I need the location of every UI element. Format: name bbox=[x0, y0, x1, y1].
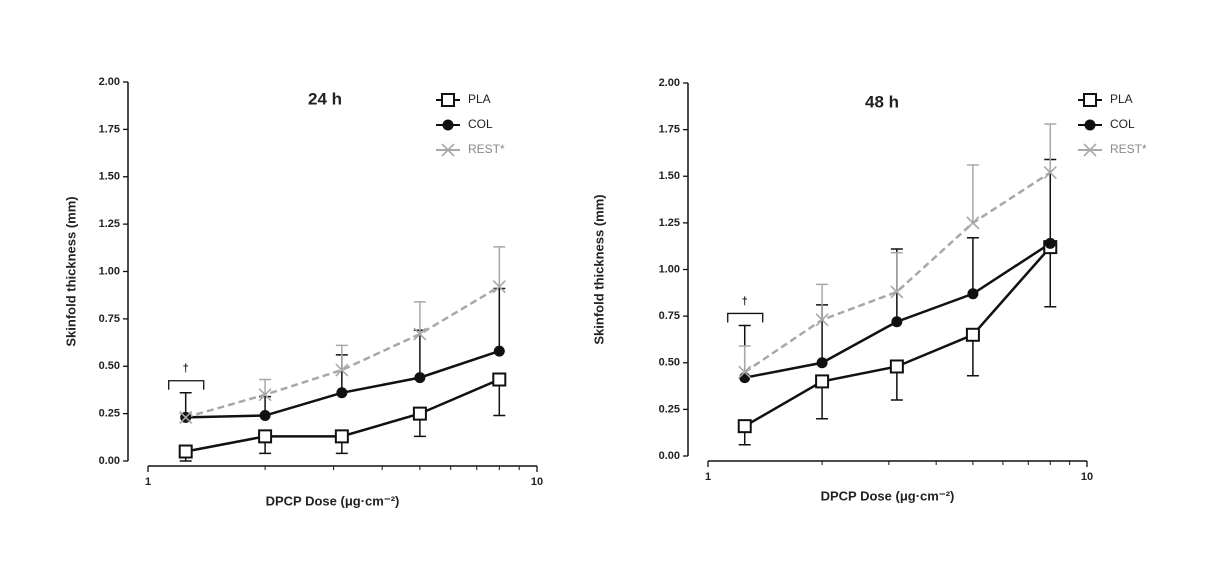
legend-marker bbox=[442, 119, 454, 131]
y-tick-label: 2.00 bbox=[659, 77, 680, 89]
marker bbox=[966, 216, 980, 230]
marker bbox=[258, 429, 273, 444]
marker bbox=[259, 410, 271, 422]
annotation-bracket bbox=[727, 312, 764, 323]
marker bbox=[412, 406, 427, 421]
y-tick-label: 0.75 bbox=[99, 313, 120, 325]
chart-title: 24 h bbox=[308, 89, 342, 108]
annotation-bracket bbox=[168, 380, 205, 390]
legend-label: PLA bbox=[1110, 92, 1133, 106]
x-tick-label: 10 bbox=[1081, 471, 1093, 483]
error-bar bbox=[493, 287, 506, 352]
y-tick-label: 0.25 bbox=[659, 403, 680, 415]
chart-title: 48 h bbox=[865, 92, 899, 111]
y-tick-label: 0.00 bbox=[99, 455, 120, 467]
error-bar bbox=[259, 378, 272, 395]
marker bbox=[336, 387, 348, 399]
marker bbox=[1043, 165, 1057, 180]
marker bbox=[178, 444, 193, 459]
marker bbox=[816, 357, 828, 369]
marker bbox=[492, 372, 507, 387]
marker bbox=[738, 365, 752, 379]
y-tick-label: 1.50 bbox=[659, 170, 680, 182]
marker bbox=[414, 372, 426, 384]
error-bar bbox=[1044, 247, 1057, 308]
legend-label: REST* bbox=[468, 142, 505, 156]
legend-marker bbox=[441, 93, 455, 107]
y-tick-label: 2.00 bbox=[99, 76, 120, 88]
marker bbox=[179, 410, 193, 424]
y-tick-label: 0.50 bbox=[659, 357, 680, 369]
chart: 0.00 0.25 0.50 0.75 1.00 1.25 1.50 1.75 2.00 1 10 2… bbox=[63, 76, 543, 509]
marker bbox=[334, 429, 349, 444]
marker bbox=[965, 327, 980, 342]
marker bbox=[335, 363, 349, 377]
legend-label: COL bbox=[1110, 117, 1135, 131]
x-tick-label: 1 bbox=[705, 471, 711, 483]
y-axis-label: Skinfold thickness (mm) bbox=[591, 194, 606, 344]
error-bar bbox=[413, 301, 426, 335]
error-bar bbox=[335, 344, 348, 371]
x-tick-label: 1 bbox=[145, 476, 151, 488]
y-tick-label: 1.00 bbox=[99, 265, 120, 277]
marker bbox=[1044, 237, 1056, 249]
y-tick-label: 1.00 bbox=[659, 263, 680, 275]
x-tick-label: 10 bbox=[531, 476, 543, 488]
error-bar bbox=[738, 345, 751, 373]
marker bbox=[815, 374, 830, 389]
marker bbox=[739, 372, 751, 384]
marker bbox=[737, 419, 752, 434]
error-bar bbox=[890, 251, 903, 292]
y-tick-label: 0.25 bbox=[99, 408, 120, 420]
legend-marker bbox=[1083, 93, 1097, 107]
marker bbox=[492, 280, 506, 294]
error-bar bbox=[1044, 123, 1057, 173]
y-tick-label: 0.50 bbox=[99, 360, 120, 372]
y-tick-label: 1.50 bbox=[99, 171, 120, 183]
x-axis-label: DPCP Dose (μg·cm⁻²) bbox=[821, 488, 955, 503]
legend-label: PLA bbox=[468, 92, 491, 106]
legend-label: REST* bbox=[1110, 142, 1147, 156]
y-tick-label: 1.75 bbox=[99, 123, 120, 135]
chart: 0.00 0.25 0.50 0.75 1.00 1.25 1.50 1.75 2.00 1 10 4… bbox=[591, 77, 1147, 504]
legend-marker bbox=[441, 143, 455, 157]
y-tick-label: 0.00 bbox=[659, 450, 680, 462]
y-tick-label: 0.75 bbox=[659, 310, 680, 322]
marker bbox=[891, 316, 903, 328]
error-bar bbox=[966, 164, 979, 223]
annotation: † bbox=[742, 295, 748, 307]
legend-marker bbox=[1084, 119, 1096, 131]
marker bbox=[413, 327, 427, 341]
x-axis-label: DPCP Dose (μg·cm⁻²) bbox=[266, 493, 400, 508]
legend-marker bbox=[1083, 143, 1097, 157]
error-bar bbox=[816, 283, 829, 320]
error-bar bbox=[966, 237, 979, 294]
error-bar bbox=[493, 246, 506, 287]
annotation: † bbox=[183, 363, 189, 375]
y-tick-label: 1.75 bbox=[659, 124, 680, 136]
marker bbox=[815, 313, 829, 327]
y-tick-label: 1.25 bbox=[659, 217, 680, 229]
y-tick-label: 1.25 bbox=[99, 218, 120, 230]
marker bbox=[890, 285, 904, 299]
marker bbox=[493, 345, 505, 357]
y-axis-label: Skinfold thickness (mm) bbox=[63, 196, 78, 346]
series-line bbox=[185, 285, 500, 419]
marker bbox=[967, 288, 979, 300]
legend-label: COL bbox=[468, 117, 493, 131]
marker bbox=[258, 388, 272, 402]
marker bbox=[889, 359, 904, 374]
